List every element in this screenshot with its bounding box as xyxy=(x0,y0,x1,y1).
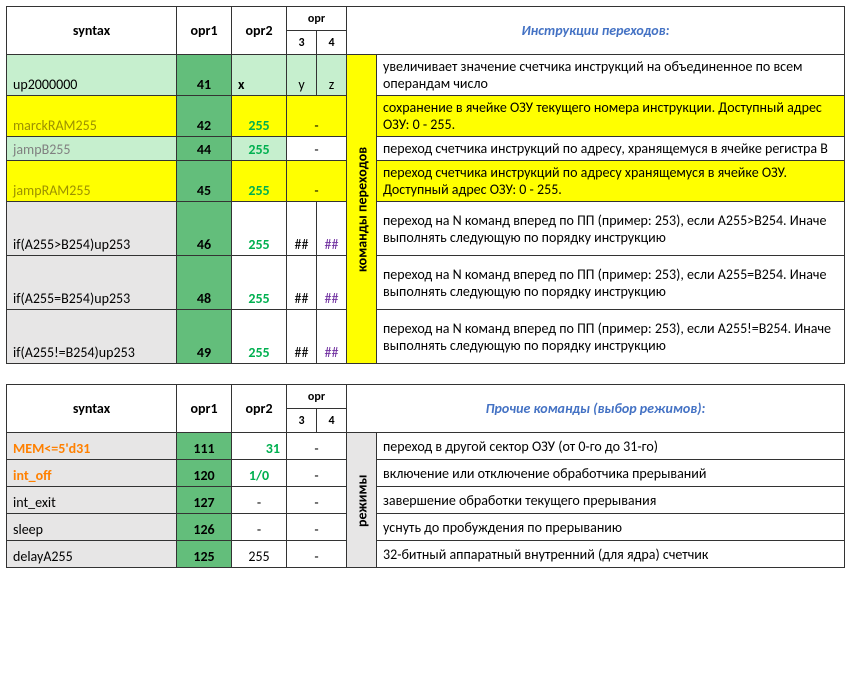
table-row: MEM<=5'd31 111 31 - режимы переход в дру… xyxy=(7,433,845,460)
hdr-opr4: 4 xyxy=(317,31,347,55)
hdr-syntax: syntax xyxy=(7,385,177,433)
desc-cell: 32-битный аппаратный внутренний (для ядр… xyxy=(377,541,845,568)
desc-cell: переход в другой сектор ОЗУ (от 0-го до … xyxy=(377,433,845,460)
opr1-cell: 49 xyxy=(177,310,232,364)
opr34-cell: - xyxy=(287,433,347,460)
opr1-cell: 120 xyxy=(177,460,232,487)
instruction-table-1: syntax opr1 opr2 opr Инструкции переходо… xyxy=(6,6,845,364)
hdr-opr2: opr2 xyxy=(232,7,287,55)
group-label-2: режимы xyxy=(347,433,377,568)
opr34-cell: - xyxy=(287,161,347,202)
opr1-cell: 111 xyxy=(177,433,232,460)
hdr-opr1: opr1 xyxy=(177,7,232,55)
hdr-opr3: 3 xyxy=(287,31,317,55)
opr1-cell: 45 xyxy=(177,161,232,202)
opr2-cell: 255 xyxy=(232,202,287,256)
hdr-opr3: 3 xyxy=(287,409,317,433)
desc-cell: переход на N команд вперед по ПП (пример… xyxy=(377,310,845,364)
desc-cell: переход на N команд вперед по ПП (пример… xyxy=(377,202,845,256)
table2-title: Прочие команды (выбор режимов): xyxy=(347,385,845,433)
opr3-cell: y xyxy=(287,55,317,96)
opr34-cell: - xyxy=(287,487,347,514)
desc-cell: уснуть до пробуждения по прерыванию xyxy=(377,514,845,541)
opr34-cell: - xyxy=(287,460,347,487)
opr1-cell: 41 xyxy=(177,55,232,96)
opr1-cell: 127 xyxy=(177,487,232,514)
table-row: jampRAM255 45 255 - переход счетчика инс… xyxy=(7,161,845,202)
opr4-cell: ## xyxy=(317,310,347,364)
opr2-cell: 31 xyxy=(232,433,287,460)
opr2-cell: 255 xyxy=(232,256,287,310)
hdr-opr4: 4 xyxy=(317,409,347,433)
syntax-cell: jampB255 xyxy=(7,137,177,161)
table-row: sleep 126 - - уснуть до пробуждения по п… xyxy=(7,514,845,541)
syntax-cell: if(A255!=B254)up253 xyxy=(7,310,177,364)
hdr-opr34: opr xyxy=(287,7,347,31)
desc-cell: сохранение в ячейке ОЗУ текущего номера … xyxy=(377,96,845,137)
desc-cell: включение или отключение обработчика пре… xyxy=(377,460,845,487)
opr34-cell: - xyxy=(287,541,347,568)
opr2-cell: - xyxy=(232,514,287,541)
table-row: delayA255 125 255 - 32-битный аппаратный… xyxy=(7,541,845,568)
opr3-cell: ## xyxy=(287,202,317,256)
opr4-cell: z xyxy=(317,55,347,96)
opr1-cell: 126 xyxy=(177,514,232,541)
opr2-cell: x xyxy=(232,55,287,96)
syntax-cell: sleep xyxy=(7,514,177,541)
table-row: int_off 120 1/0 - включение или отключен… xyxy=(7,460,845,487)
desc-cell: увеличивает значение счетчика инструкций… xyxy=(377,55,845,96)
syntax-cell: MEM<=5'd31 xyxy=(7,433,177,460)
table-row: up2000000 41 x y z команды переходов уве… xyxy=(7,55,845,96)
table1-title: Инструкции переходов: xyxy=(347,7,845,55)
opr2-cell: 255 xyxy=(232,137,287,161)
desc-cell: переход счетчика инструкций по адресу, х… xyxy=(377,137,845,161)
table-row: if(A255>B254)up253 46 255 ## ## переход … xyxy=(7,202,845,256)
opr1-cell: 44 xyxy=(177,137,232,161)
opr34-cell: - xyxy=(287,96,347,137)
opr34-cell: - xyxy=(287,137,347,161)
opr2-cell: 255 xyxy=(232,96,287,137)
opr1-cell: 42 xyxy=(177,96,232,137)
hdr-opr34: opr xyxy=(287,385,347,409)
syntax-cell: int_exit xyxy=(7,487,177,514)
opr1-cell: 46 xyxy=(177,202,232,256)
instruction-table-2: syntax opr1 opr2 opr Прочие команды (выб… xyxy=(6,384,845,568)
desc-cell: переход на N команд вперед по ПП (пример… xyxy=(377,256,845,310)
hdr-opr2: opr2 xyxy=(232,385,287,433)
opr2-cell: 1/0 xyxy=(232,460,287,487)
opr3-cell: ## xyxy=(287,256,317,310)
opr34-cell: - xyxy=(287,514,347,541)
syntax-cell: jampRAM255 xyxy=(7,161,177,202)
hdr-opr1: opr1 xyxy=(177,385,232,433)
syntax-cell: up2000000 xyxy=(7,55,177,96)
opr4-cell: ## xyxy=(317,256,347,310)
opr1-cell: 125 xyxy=(177,541,232,568)
syntax-cell: if(A255=B254)up253 xyxy=(7,256,177,310)
syntax-cell: marckRAM255 xyxy=(7,96,177,137)
syntax-cell: if(A255>B254)up253 xyxy=(7,202,177,256)
table-row: jampB255 44 255 - переход счетчика инстр… xyxy=(7,137,845,161)
table-row: if(A255=B254)up253 48 255 ## ## переход … xyxy=(7,256,845,310)
table-row: int_exit 127 - - завершение обработки те… xyxy=(7,487,845,514)
header-row-1: syntax opr1 opr2 opr Инструкции переходо… xyxy=(7,7,845,31)
opr4-cell: ## xyxy=(317,202,347,256)
opr2-cell: 255 xyxy=(232,541,287,568)
syntax-cell: delayA255 xyxy=(7,541,177,568)
syntax-cell: int_off xyxy=(7,460,177,487)
hdr-syntax: syntax xyxy=(7,7,177,55)
group-label-1: команды переходов xyxy=(347,55,377,364)
table-row: marckRAM255 42 255 - сохранение в ячейке… xyxy=(7,96,845,137)
desc-cell: переход счетчика инструкций по адресу хр… xyxy=(377,161,845,202)
opr1-cell: 48 xyxy=(177,256,232,310)
opr2-cell: 255 xyxy=(232,310,287,364)
opr2-cell: 255 xyxy=(232,161,287,202)
desc-cell: завершение обработки текущего прерывания xyxy=(377,487,845,514)
header-row-1: syntax opr1 opr2 opr Прочие команды (выб… xyxy=(7,385,845,409)
opr3-cell: ## xyxy=(287,310,317,364)
table-row: if(A255!=B254)up253 49 255 ## ## переход… xyxy=(7,310,845,364)
opr2-cell: - xyxy=(232,487,287,514)
